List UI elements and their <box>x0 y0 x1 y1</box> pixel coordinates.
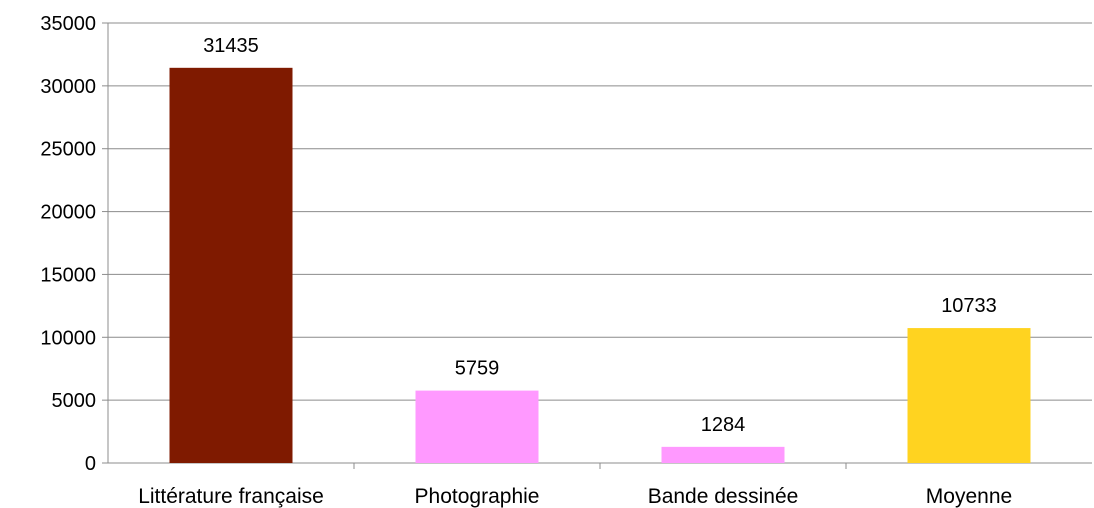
data-label: 5759 <box>455 358 500 380</box>
category-label: Photographie <box>415 485 540 508</box>
category-label: Moyenne <box>926 485 1012 508</box>
data-label: 31435 <box>203 35 259 57</box>
data-label: 1284 <box>701 414 746 436</box>
bar <box>661 446 785 463</box>
category-label: Bande dessinée <box>648 485 799 508</box>
data-labels: 31435 5759 1284 10733 <box>203 35 997 436</box>
y-tick-label: 0 <box>85 453 96 475</box>
y-tick-label: 10000 <box>40 327 96 349</box>
bar <box>415 390 539 463</box>
category-labels: Littérature française Photographie Bande d… <box>138 485 1012 508</box>
y-tick-label: 35000 <box>40 13 96 35</box>
y-tick-label: 5000 <box>52 390 97 412</box>
bars <box>169 67 1031 464</box>
y-tick-label: 30000 <box>40 76 96 98</box>
y-tick-labels: 0 5000 10000 15000 20000 25000 30000 35000 <box>40 13 96 475</box>
y-tick-label: 25000 <box>40 139 96 161</box>
y-tick-label: 20000 <box>40 202 96 224</box>
bar <box>169 67 293 464</box>
bar <box>907 328 1031 463</box>
y-tick-label: 15000 <box>40 264 96 286</box>
category-label: Littérature française <box>138 485 324 508</box>
data-label: 10733 <box>941 295 997 317</box>
